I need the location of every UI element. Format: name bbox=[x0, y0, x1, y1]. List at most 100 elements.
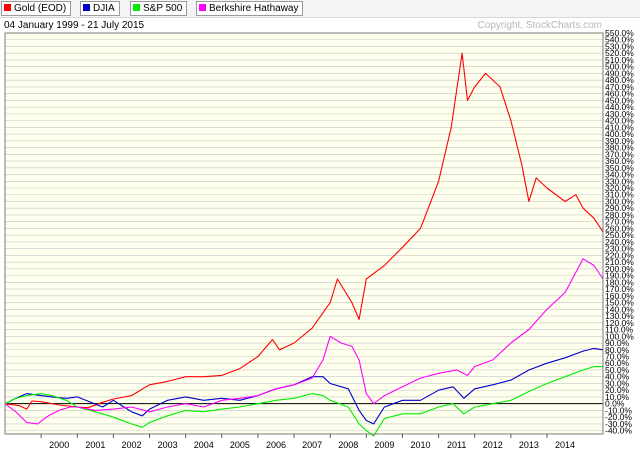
y-tick-label: 30.0% bbox=[605, 378, 630, 388]
y-tick-label: 490.0% bbox=[605, 68, 634, 78]
legend-item-berkshire[interactable]: Berkshire Hathaway bbox=[196, 1, 304, 16]
x-tick-label: 2008 bbox=[338, 440, 358, 450]
legend-swatch-berkshire bbox=[199, 4, 206, 11]
y-tick-label: 440.0% bbox=[605, 102, 634, 112]
series-line-djia bbox=[4, 347, 604, 425]
y-tick-label: -20.0% bbox=[605, 412, 632, 422]
legend-bar: Gold (EOD) DJIA S&P 500 Berkshire Hathaw… bbox=[0, 0, 640, 18]
y-tick-label: 140.0% bbox=[605, 304, 634, 314]
y-tick-label: 170.0% bbox=[605, 284, 634, 294]
y-tick-label: 510.0% bbox=[605, 55, 634, 65]
x-tick-label: 2003 bbox=[158, 440, 178, 450]
y-tick-label: 90.0% bbox=[605, 338, 630, 348]
y-tick-label: 260.0% bbox=[605, 223, 634, 233]
y-tick-label: 390.0% bbox=[605, 136, 634, 146]
legend-label-djia: DJIA bbox=[93, 3, 115, 14]
series-line-s-p-500 bbox=[4, 366, 603, 437]
x-tick-label: 2007 bbox=[302, 440, 322, 450]
y-tick-label: 60.0% bbox=[605, 358, 630, 368]
legend-swatch-gold bbox=[4, 4, 11, 11]
x-tick-label: 2002 bbox=[121, 440, 141, 450]
y-tick-label: 480.0% bbox=[605, 75, 634, 85]
y-tick-label: 200.0% bbox=[605, 264, 634, 274]
y-tick-label: 330.0% bbox=[605, 176, 634, 186]
y-tick-label: 410.0% bbox=[605, 122, 634, 132]
y-tick-label: 180.0% bbox=[605, 277, 634, 287]
x-axis: 2000 2001 2002 2003 2004 2005 2006 2007 2008 2009… bbox=[40, 434, 575, 450]
grid-lines bbox=[5, 32, 603, 431]
y-tick-label: 450.0% bbox=[605, 95, 634, 105]
y-tick-label: 530.0% bbox=[605, 41, 634, 51]
y-tick-label: 470.0% bbox=[605, 82, 634, 92]
y-axis: -40.0%-30.0%-20.0%-10.0%0.0%10.0%20.0%30… bbox=[605, 28, 634, 436]
y-tick-label: 280.0% bbox=[605, 210, 634, 220]
x-tick-label: 2014 bbox=[555, 440, 575, 450]
y-tick-label: 420.0% bbox=[605, 116, 634, 126]
plot-frame bbox=[4, 32, 604, 435]
legend-item-djia[interactable]: DJIA bbox=[80, 1, 120, 16]
y-tick-label: 150.0% bbox=[605, 298, 634, 308]
x-tick-label: 2000 bbox=[49, 440, 69, 450]
y-tick-label: 400.0% bbox=[605, 129, 634, 139]
legend-label-gold: Gold (EOD) bbox=[14, 3, 67, 14]
x-tick-label: 2009 bbox=[374, 440, 394, 450]
y-tick-label: 230.0% bbox=[605, 244, 634, 254]
x-tick-label: 2005 bbox=[230, 440, 250, 450]
y-tick-label: 240.0% bbox=[605, 237, 634, 247]
y-tick-label: 350.0% bbox=[605, 163, 634, 173]
y-tick-label: 360.0% bbox=[605, 156, 634, 166]
y-tick-label: 80.0% bbox=[605, 345, 630, 355]
legend-item-gold[interactable]: Gold (EOD) bbox=[1, 1, 72, 16]
legend-swatch-sp500 bbox=[133, 4, 140, 11]
y-tick-label: 0.0% bbox=[605, 399, 625, 409]
y-tick-label: 550.0% bbox=[605, 28, 634, 38]
y-tick-label: 40.0% bbox=[605, 372, 630, 382]
legend-item-sp500[interactable]: S&P 500 bbox=[130, 1, 188, 16]
plot-background bbox=[5, 33, 603, 434]
date-range-label: 04 January 1999 - 21 July 2015 bbox=[4, 20, 145, 31]
y-tick-label: 220.0% bbox=[605, 250, 634, 260]
y-tick-label: 110.0% bbox=[605, 325, 634, 335]
y-tick-label: -10.0% bbox=[605, 405, 632, 415]
series-line-gold-eod bbox=[4, 52, 604, 410]
legend-label-sp500: S&P 500 bbox=[143, 3, 183, 14]
y-tick-label: 20.0% bbox=[605, 385, 630, 395]
x-tick-label: 2011 bbox=[447, 440, 466, 450]
y-tick-label: 290.0% bbox=[605, 203, 634, 213]
y-tick-label: 120.0% bbox=[605, 318, 634, 328]
y-tick-label: 190.0% bbox=[605, 271, 634, 281]
y-tick-label: 370.0% bbox=[605, 149, 634, 159]
x-tick-label: 2006 bbox=[266, 440, 286, 450]
y-tick-label: 520.0% bbox=[605, 48, 634, 58]
y-tick-label: 270.0% bbox=[605, 217, 634, 227]
y-tick-label: 340.0% bbox=[605, 170, 634, 180]
y-tick-label: 540.0% bbox=[605, 35, 634, 45]
y-tick-label: 310.0% bbox=[605, 190, 634, 200]
y-tick-label: 10.0% bbox=[605, 392, 630, 402]
y-tick-label: 70.0% bbox=[605, 351, 630, 361]
series-line-berkshire-hathaway bbox=[4, 258, 604, 425]
y-tick-label: -40.0% bbox=[605, 426, 632, 436]
y-tick-label: 250.0% bbox=[605, 230, 634, 240]
x-tick-label: 2013 bbox=[519, 440, 539, 450]
y-tick-label: 460.0% bbox=[605, 89, 634, 99]
x-tick-label: 2004 bbox=[194, 440, 214, 450]
y-tick-label: 300.0% bbox=[605, 196, 634, 206]
copyright-text: Copyright, StockCharts.com bbox=[477, 20, 603, 31]
x-tick-label: 2010 bbox=[411, 440, 431, 450]
y-tick-label: 50.0% bbox=[605, 365, 630, 375]
y-tick-label: 160.0% bbox=[605, 291, 634, 301]
y-tick-label: -30.0% bbox=[605, 419, 632, 429]
y-tick-label: 130.0% bbox=[605, 311, 634, 321]
legend-label-berkshire: Berkshire Hathaway bbox=[209, 3, 299, 14]
x-tick-label: 2012 bbox=[483, 440, 503, 450]
y-tick-label: 100.0% bbox=[605, 331, 634, 341]
y-tick-label: 500.0% bbox=[605, 62, 634, 72]
y-tick-label: 430.0% bbox=[605, 109, 634, 119]
y-tick-label: 320.0% bbox=[605, 183, 634, 193]
y-tick-label: 210.0% bbox=[605, 257, 634, 267]
legend-swatch-djia bbox=[83, 4, 90, 11]
series-lines bbox=[4, 52, 604, 437]
x-tick-label: 2001 bbox=[85, 440, 105, 450]
